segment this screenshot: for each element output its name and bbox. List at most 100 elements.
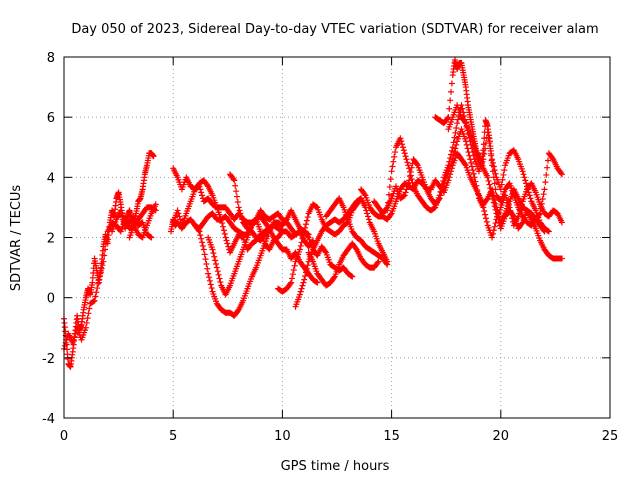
chart-title: Day 050 of 2023, Sidereal Day-to-day VTE… (71, 22, 598, 37)
data-point (385, 191, 392, 198)
data-point (489, 168, 496, 175)
data-point (215, 271, 222, 278)
data-point (398, 138, 405, 145)
data-point (544, 227, 551, 234)
data-point (148, 234, 155, 241)
data-point (387, 176, 394, 183)
data-point (453, 124, 460, 131)
grid-lines (64, 57, 610, 418)
data-point (147, 233, 154, 240)
data-point (290, 266, 297, 273)
data-point (469, 149, 476, 156)
data-point (302, 269, 309, 276)
data-point (490, 199, 497, 206)
data-point (198, 189, 205, 196)
data-point (176, 213, 183, 220)
data-point (524, 186, 531, 193)
data-point (233, 193, 240, 200)
data-point (219, 223, 226, 230)
data-point (439, 181, 446, 188)
data-point (298, 285, 305, 292)
data-point (487, 185, 494, 192)
data-point (413, 161, 420, 168)
data-point (90, 298, 97, 305)
data-point (451, 149, 458, 156)
data-point (309, 238, 316, 245)
data-point (205, 270, 212, 277)
data-point (100, 258, 107, 265)
data-point (446, 158, 453, 165)
data-point (301, 276, 308, 283)
data-point (238, 213, 245, 220)
data-point (69, 339, 76, 346)
data-point (491, 223, 498, 230)
data-point (489, 162, 496, 169)
data-point (448, 151, 455, 158)
axes: 0 5 10 15 20 25 -4 -2 0 2 4 6 8 (42, 51, 618, 444)
data-point (448, 80, 455, 87)
data-point (470, 170, 477, 177)
data-point (523, 180, 530, 187)
data-point (300, 232, 307, 239)
data-point (103, 234, 110, 241)
data-point (197, 186, 204, 193)
data-point (495, 216, 502, 223)
data-point (388, 168, 395, 175)
data-point (214, 268, 221, 275)
data-point (448, 165, 455, 172)
data-point (305, 231, 312, 238)
data-point (375, 258, 382, 265)
data-point (461, 118, 468, 125)
data-point (391, 153, 398, 160)
data-point (498, 181, 505, 188)
data-point (300, 279, 307, 286)
data-point (210, 250, 217, 257)
data-point (63, 336, 70, 343)
x-tick-label: 20 (493, 429, 510, 444)
data-point (239, 233, 246, 240)
data-point (543, 171, 550, 178)
data-point (70, 336, 77, 343)
data-point (492, 220, 499, 227)
data-point (538, 200, 545, 207)
data-point (501, 167, 508, 174)
data-point (558, 171, 565, 178)
data-point (197, 232, 204, 239)
data-point (469, 167, 476, 174)
data-point (216, 275, 223, 282)
data-point (297, 242, 304, 249)
data-point (461, 161, 468, 168)
data-point (72, 330, 79, 337)
data-point (494, 213, 501, 220)
y-tick-label: -2 (42, 352, 55, 367)
data-point (451, 134, 458, 141)
data-point (540, 191, 547, 198)
data-point (199, 239, 206, 246)
data-point (299, 235, 306, 242)
data-point (524, 183, 531, 190)
data-point (405, 180, 412, 187)
data-point (313, 203, 320, 210)
data-point (195, 227, 202, 234)
data-point (447, 97, 454, 104)
data-point (94, 285, 101, 292)
data-point (488, 188, 495, 195)
data-point (558, 170, 565, 177)
data-point (207, 281, 214, 288)
data-point (222, 234, 229, 241)
data-point (95, 276, 102, 283)
data-point (204, 265, 211, 272)
data-point (211, 253, 218, 260)
data-point (392, 149, 399, 156)
data-point (236, 207, 243, 214)
data-point (406, 168, 413, 175)
data-point (482, 211, 489, 218)
data-point (234, 199, 241, 206)
data-point (303, 265, 310, 272)
data-point (302, 221, 309, 228)
data-point (219, 220, 226, 227)
data-point (199, 242, 206, 249)
data-point (174, 207, 181, 214)
data-point (363, 207, 370, 214)
